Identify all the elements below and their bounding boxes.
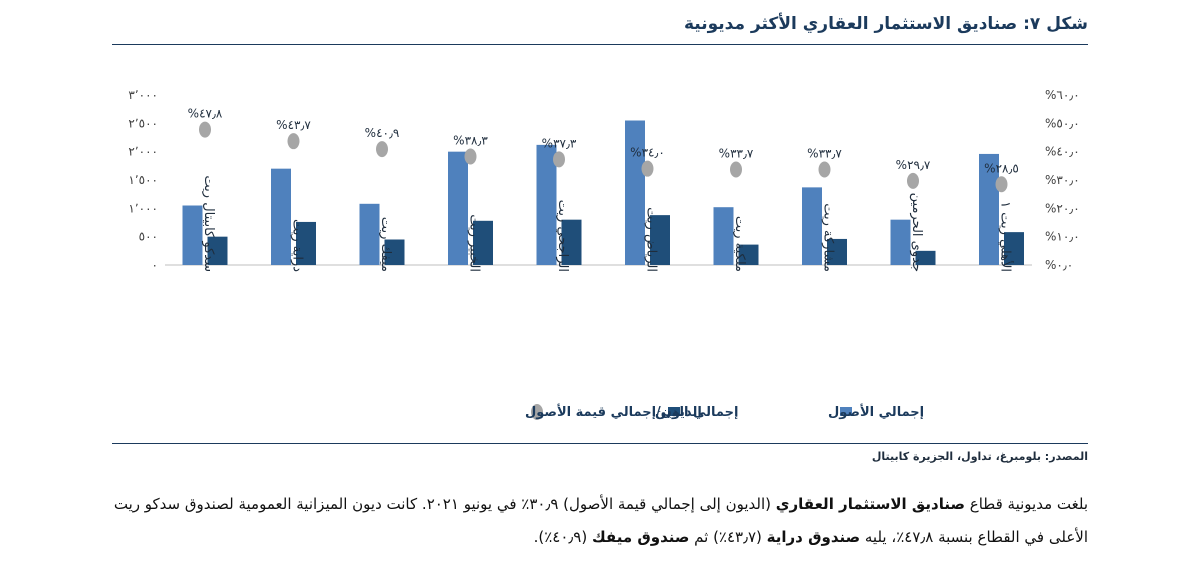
bar-total-assets: [182, 205, 203, 265]
legend-swatch-ratio: [531, 404, 543, 420]
ratio-data-label: %٣٤٫٠: [630, 146, 665, 160]
ratio-data-label: %٣٧٫٣: [542, 136, 577, 150]
left-tick-label: ٢٬٠٠٠: [128, 145, 158, 159]
bar-total-assets: [802, 187, 822, 265]
category-label: الرياض ريت: [644, 207, 659, 272]
bar-total-debt: [296, 221, 316, 265]
category-label: الأهلي ريت ١: [998, 201, 1015, 272]
ratio-point: [376, 141, 388, 158]
bar-total-debt: [915, 250, 936, 265]
right-tick-label: %٣٠٫٠: [1045, 173, 1080, 187]
ratio-data-label: %٣٨٫٣: [453, 133, 488, 147]
paragraph-text: (٤٣٫٧٪) ثم: [689, 528, 767, 546]
ratio-point: [287, 133, 300, 150]
title-rule: [112, 44, 1088, 45]
legend-label-ratio: الديون/إجمالي قيمة الأصول: [525, 403, 702, 420]
ratio-data-label: %٢٨٫٥: [984, 161, 1019, 175]
right-tick-label: %١٠٫٠: [1045, 230, 1080, 244]
ratio-point: [199, 121, 211, 138]
bar-total-debt: [650, 215, 670, 265]
source-note: المصدر: بلومبرغ، تداول، الجزيرة كابيتال: [871, 450, 1088, 463]
paragraph-text: (الديون إلى إجمالي قيمة الأصول) ٣٠٫٩٪ في…: [113, 495, 1088, 546]
bar-total-assets: [625, 120, 645, 265]
bar-total-debt: [1004, 232, 1024, 265]
category-label: مشاركة ريت: [821, 203, 836, 272]
source-rule: [112, 443, 1088, 444]
paragraph-bold-sector: صناديق الاستثمار العقاري: [775, 495, 966, 513]
body-paragraph: بلغت مديونية قطاع صناديق الاستثمار العقا…: [112, 488, 1088, 554]
paragraph-text: (٤٠٫٩٪).: [533, 528, 592, 546]
bar-total-debt: [561, 219, 582, 265]
ratio-data-label: %٣٣٫٧: [719, 147, 754, 161]
bar-total-debt: [384, 239, 405, 265]
right-tick-label: %٥٠٫٠: [1045, 116, 1080, 130]
category-label: ميفك ريت: [378, 217, 393, 272]
debt-chart: ٠ ٥٠٠ ١٬٠٠٠ ١٬٥٠٠ ٢٬٠٠٠ ٢٬٥٠٠ ٣٬٠٠٠ %٠٫٠ %١٠٫٠ %٢…: [128, 88, 1080, 420]
figure-title: شكل ٧: صناديق الاستثمار العقاري الأكثر م…: [683, 14, 1088, 34]
bar-total-assets: [359, 203, 380, 265]
bar-total-assets: [448, 151, 468, 265]
left-tick-label: ٢٬٥٠٠: [128, 116, 158, 130]
left-tick-label: ٥٠٠: [139, 230, 158, 244]
paragraph-text: بلغت مديونية قطاع: [965, 495, 1088, 513]
ratio-point: [907, 172, 919, 189]
legend-label-debt: إجمالي الدين: [655, 405, 738, 420]
legend-swatch-debt: [668, 407, 680, 416]
ratio-point: [641, 160, 654, 177]
bar-total-assets: [271, 168, 291, 265]
ratio-data-label: %٢٩٫٧: [896, 158, 931, 172]
bar-total-debt: [738, 244, 759, 265]
legend-swatch-assets: [840, 407, 852, 416]
category-label: الراجحي ريت: [555, 200, 570, 272]
bar-total-debt: [207, 236, 228, 265]
left-tick-label: ٠: [152, 258, 158, 272]
ratio-data-label: %٤٧٫٨: [188, 107, 223, 121]
category-label: سدكو كابيتال ريت: [201, 175, 216, 272]
bar-total-assets: [890, 219, 911, 265]
category-label: ملكية ريت: [732, 216, 747, 272]
ratio-point: [553, 151, 565, 168]
ratio-data-label: %٣٣٫٧: [807, 147, 842, 161]
category-label: دراية ريت: [290, 219, 305, 272]
ratio-data-label: %٤٠٫٩: [365, 126, 400, 140]
right-tick-label: %٢٠٫٠: [1045, 201, 1080, 215]
right-tick-label: %٤٠٫٠: [1045, 145, 1080, 159]
left-tick-label: ١٬٠٠٠: [128, 201, 158, 215]
bar-total-assets: [713, 207, 734, 265]
ratio-point: [730, 161, 742, 178]
left-tick-label: ٣٬٠٠٠: [128, 88, 158, 102]
ratio-data-label: %٤٣٫٧: [276, 118, 311, 132]
ratio-point: [995, 176, 1008, 193]
bar-total-debt: [827, 238, 847, 265]
bar-total-debt: [473, 220, 493, 265]
bar-total-assets: [979, 153, 999, 265]
paragraph-bold-mefic: صندوق ميفك: [591, 528, 690, 546]
ratio-point: [464, 148, 477, 165]
paragraph-bold-deraya: صندوق دراية: [766, 528, 861, 546]
category-label: الخبير ريت: [467, 214, 482, 272]
legend-label-assets: إجمالي الأصول: [828, 403, 924, 420]
category-label: جدوى الحرمين: [909, 193, 924, 272]
bar-total-assets: [536, 144, 557, 265]
left-tick-label: ١٬٥٠٠: [128, 173, 158, 187]
right-tick-label: %٠٫٠: [1045, 258, 1073, 272]
ratio-point: [818, 161, 831, 178]
right-tick-label: %٦٠٫٠: [1045, 88, 1080, 102]
